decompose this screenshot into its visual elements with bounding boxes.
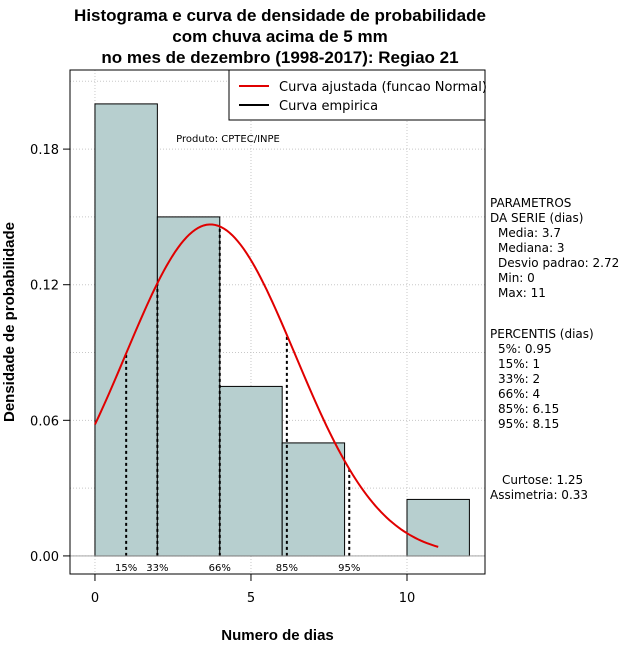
percentile-marker-label: 95% (338, 563, 360, 574)
percentile-85: 85%: 6.15 (498, 402, 560, 416)
y-tick-label: 0.06 (30, 414, 59, 429)
percentile-33: 33%: 2 (498, 372, 541, 386)
legend-box (228, 69, 486, 121)
params-header-line-2: DA SERIE (dias) (490, 211, 584, 225)
fitted-normal-curve (94, 223, 439, 548)
skewness: Assimetria: 0.33 (490, 488, 589, 502)
percentile-marker-label: 85% (276, 563, 298, 574)
param-max: Max: 11 (498, 286, 546, 300)
y-tick-label: 0.18 (30, 143, 59, 158)
percentile-5: 5%: 0.95 (498, 342, 552, 356)
percentile-15: 15%: 1 (498, 357, 541, 371)
param-stddev: Desvio padrao: 2.72 (498, 256, 620, 270)
histogram-bar (94, 103, 158, 557)
y-tick-label: 0.00 (30, 550, 59, 565)
kurtosis: Curtose: 1.25 (502, 473, 584, 487)
percentile-marker-label: 66% (209, 563, 231, 574)
percentile-95: 95%: 8.15 (498, 417, 560, 431)
params-header-line-1: PARAMETROS (490, 196, 572, 210)
histogram-bar (406, 498, 470, 557)
title-line-1: Histograma e curva de densidade de proba… (74, 6, 486, 25)
param-median: Mediana: 3 (498, 241, 565, 255)
title-line-2: com chuva acima de 5 mm (172, 27, 388, 46)
percentile-66: 66%: 4 (498, 387, 541, 401)
x-tick-label: 0 (91, 591, 99, 606)
param-min: Min: 0 (498, 271, 535, 285)
histogram-bar (156, 216, 221, 557)
x-tick-label: 10 (399, 591, 416, 606)
x-axis-title: Numero de dias (221, 627, 334, 644)
percentile-marker-label: 33% (146, 563, 168, 574)
percentiles-header: PERCENTIS (dias) (490, 327, 594, 341)
legend-label: Curva empirica (279, 99, 378, 114)
percentile-marker-label: 15% (115, 563, 137, 574)
y-tick-label: 0.12 (30, 279, 59, 294)
histogram-bar (281, 442, 346, 557)
param-mean: Media: 3.7 (498, 226, 561, 240)
x-tick-label: 5 (247, 591, 255, 606)
y-axis-title: Densidade de probabilidade (1, 222, 18, 422)
title-line-3: no mes de dezembro (1998-2017): Regiao 2… (101, 48, 459, 67)
legend-label: Curva ajustada (funcao Normal) (279, 80, 487, 95)
histogram-bar (219, 385, 283, 557)
product-credit: Produto: CPTEC/INPE (176, 134, 280, 145)
